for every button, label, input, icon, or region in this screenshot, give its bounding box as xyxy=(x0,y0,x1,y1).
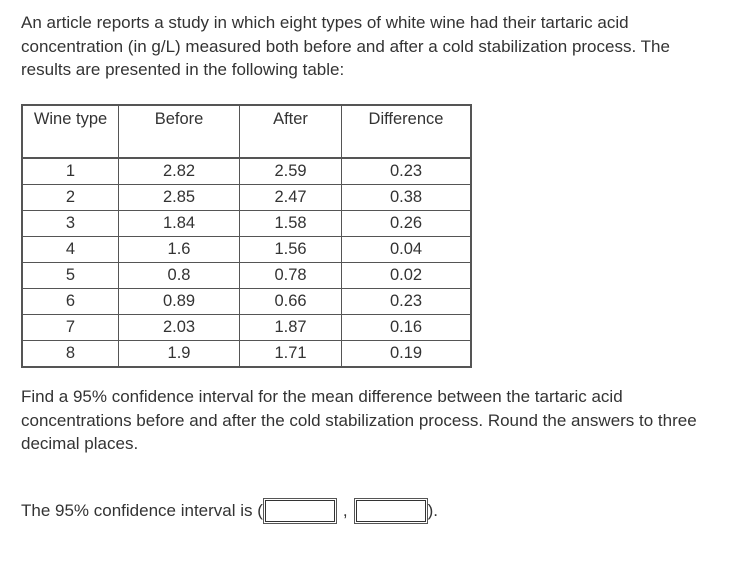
cell-after: 0.66 xyxy=(239,288,342,315)
cell-before: 2.82 xyxy=(118,157,240,185)
cell-after: 1.58 xyxy=(239,210,342,237)
cell-before: 2.85 xyxy=(118,184,240,211)
problem-intro: An article reports a study in which eigh… xyxy=(21,13,670,79)
table-row: 8 1.9 1.71 0.19 xyxy=(21,340,472,368)
answer-separator: , xyxy=(342,501,348,520)
header-wine-type: Wine type xyxy=(21,104,119,159)
cell-after: 2.59 xyxy=(239,157,342,185)
cell-difference: 0.19 xyxy=(341,340,472,368)
lower-bound-wrapper xyxy=(262,498,337,524)
table-row: 7 2.03 1.87 0.16 xyxy=(21,314,472,341)
cell-wine: 2 xyxy=(21,184,119,211)
answer-suffix: ). xyxy=(427,501,439,520)
cell-wine: 1 xyxy=(21,157,119,185)
cell-before: 1.84 xyxy=(118,210,240,237)
cell-after: 1.56 xyxy=(239,236,342,263)
question-text: Find a 95% confidence interval for the m… xyxy=(21,387,697,453)
table-row: 1 2.82 2.59 0.23 xyxy=(21,157,472,185)
cell-difference: 0.26 xyxy=(341,210,472,237)
header-before: Before xyxy=(118,104,240,159)
answer-prefix: The 95% confidence interval is ( xyxy=(21,501,263,520)
cell-difference: 0.16 xyxy=(341,314,472,341)
cell-wine: 7 xyxy=(21,314,119,341)
cell-wine: 3 xyxy=(21,210,119,237)
cell-before: 0.8 xyxy=(118,262,240,289)
table-row: 5 0.8 0.78 0.02 xyxy=(21,262,472,289)
lower-bound-input[interactable] xyxy=(264,500,335,522)
cell-wine: 8 xyxy=(21,340,119,368)
cell-before: 1.9 xyxy=(118,340,240,368)
cell-difference: 0.02 xyxy=(341,262,472,289)
cell-before: 1.6 xyxy=(118,236,240,263)
cell-difference: 0.38 xyxy=(341,184,472,211)
table-row: 6 0.89 0.66 0.23 xyxy=(21,288,472,315)
cell-difference: 0.04 xyxy=(341,236,472,263)
wine-data-table: Wine type Before After Difference 1 2.82… xyxy=(21,104,472,368)
header-difference: Difference xyxy=(341,104,472,159)
cell-wine: 5 xyxy=(21,262,119,289)
cell-after: 0.78 xyxy=(239,262,342,289)
cell-wine: 4 xyxy=(21,236,119,263)
cell-wine: 6 xyxy=(21,288,119,315)
cell-difference: 0.23 xyxy=(341,288,472,315)
upper-bound-input[interactable] xyxy=(355,500,426,522)
cell-before: 0.89 xyxy=(118,288,240,315)
table-row: 3 1.84 1.58 0.26 xyxy=(21,210,472,237)
cell-after: 2.47 xyxy=(239,184,342,211)
table-header-row: Wine type Before After Difference xyxy=(21,104,472,159)
cell-difference: 0.23 xyxy=(341,157,472,185)
cell-before: 2.03 xyxy=(118,314,240,341)
answer-line: The 95% confidence interval is ( , ). xyxy=(21,498,438,524)
upper-bound-wrapper xyxy=(353,498,428,524)
header-after: After xyxy=(239,104,342,159)
cell-after: 1.71 xyxy=(239,340,342,368)
table-row: 4 1.6 1.56 0.04 xyxy=(21,236,472,263)
table-row: 2 2.85 2.47 0.38 xyxy=(21,184,472,211)
cell-after: 1.87 xyxy=(239,314,342,341)
